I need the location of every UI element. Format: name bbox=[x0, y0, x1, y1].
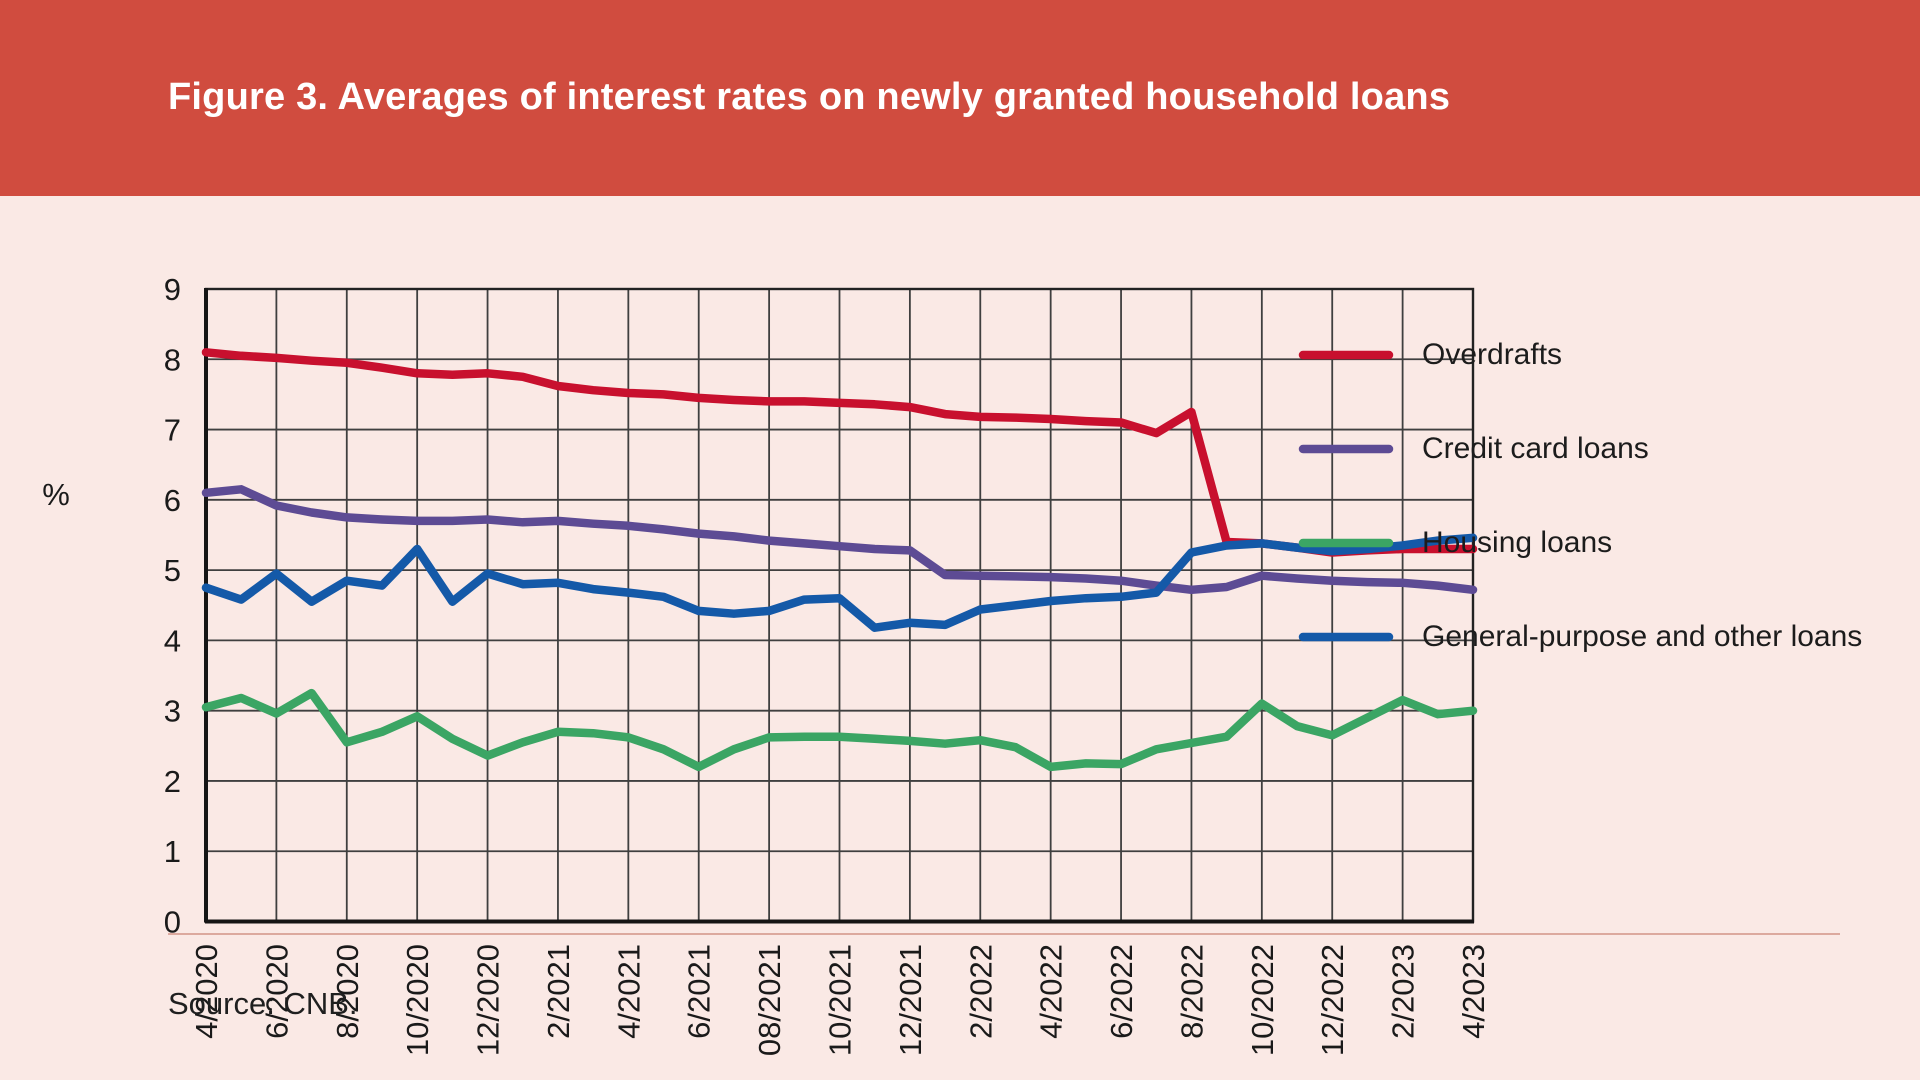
y-tick-label: 5 bbox=[164, 553, 181, 588]
source-note: Source: CNB. bbox=[168, 986, 358, 1021]
y-tick-label: 9 bbox=[164, 272, 181, 307]
y-tick-label: 1 bbox=[164, 834, 181, 869]
x-tick-label: 4/2021 bbox=[611, 944, 646, 1039]
x-tick-label: 10/2021 bbox=[823, 944, 858, 1056]
series-line-general-purpose-and-other-loans bbox=[201, 533, 1478, 632]
series-line-housing-loans bbox=[201, 688, 1478, 772]
x-tick-label: 6/2022 bbox=[1104, 944, 1139, 1039]
legend-swatch-line bbox=[1298, 632, 1394, 642]
x-tick-label: 12/2020 bbox=[471, 944, 506, 1056]
x-tick-label: 08/2021 bbox=[752, 944, 787, 1056]
legend-swatch-line bbox=[1298, 350, 1394, 360]
legend-item: Housing loans bbox=[1298, 524, 1862, 562]
legend-label: Overdrafts bbox=[1422, 338, 1563, 371]
y-tick-label: 6 bbox=[164, 483, 181, 518]
y-tick-label: 4 bbox=[164, 623, 181, 658]
series-line-credit-card-loans bbox=[201, 485, 1478, 595]
legend-swatch-line bbox=[1298, 538, 1394, 548]
x-tick-label: 4/2020 bbox=[189, 944, 224, 1039]
x-tick-label: 6/2020 bbox=[259, 944, 294, 1039]
legend-label: Housing loans bbox=[1422, 526, 1613, 559]
x-tick-label: 4/2023 bbox=[1456, 944, 1491, 1039]
chart-legend: Overdrafts Credit card loans Housing loans… bbox=[1298, 336, 1862, 712]
footer-separator-line bbox=[168, 933, 1840, 935]
header-banner: Figure 3. Averages of interest rates on … bbox=[0, 0, 1920, 196]
figure-title: Figure 3. Averages of interest rates on … bbox=[168, 76, 1451, 118]
y-tick-label: 7 bbox=[164, 413, 181, 448]
x-tick-label: 2/2021 bbox=[541, 944, 576, 1039]
y-axis-unit-label: % bbox=[42, 477, 70, 512]
x-tick-label: 8/2020 bbox=[330, 944, 365, 1039]
legend-item: Credit card loans bbox=[1298, 430, 1862, 468]
x-tick-label: 10/2022 bbox=[1245, 944, 1280, 1056]
legend-item: General-purpose and other loans bbox=[1298, 618, 1862, 656]
x-tick-label: 2/2022 bbox=[963, 944, 998, 1039]
x-tick-label: 12/2021 bbox=[893, 944, 928, 1056]
y-tick-label: 8 bbox=[164, 342, 181, 377]
legend-label: Credit card loans bbox=[1422, 432, 1649, 465]
x-tick-label: 12/2022 bbox=[1315, 944, 1350, 1056]
x-tick-label: 6/2021 bbox=[682, 944, 717, 1039]
x-tick-label: 8/2022 bbox=[1174, 944, 1209, 1039]
x-tick-label: 2/2023 bbox=[1386, 944, 1421, 1039]
x-tick-label: 4/2022 bbox=[1034, 944, 1069, 1039]
legend-label: General-purpose and other loans bbox=[1422, 620, 1863, 653]
y-tick-label: 0 bbox=[164, 905, 181, 940]
legend-swatch-line bbox=[1298, 444, 1394, 454]
legend-item: Overdrafts bbox=[1298, 336, 1862, 374]
y-tick-label: 3 bbox=[164, 694, 181, 729]
x-tick-label: 10/2020 bbox=[400, 944, 435, 1056]
y-tick-label: 2 bbox=[164, 764, 181, 799]
